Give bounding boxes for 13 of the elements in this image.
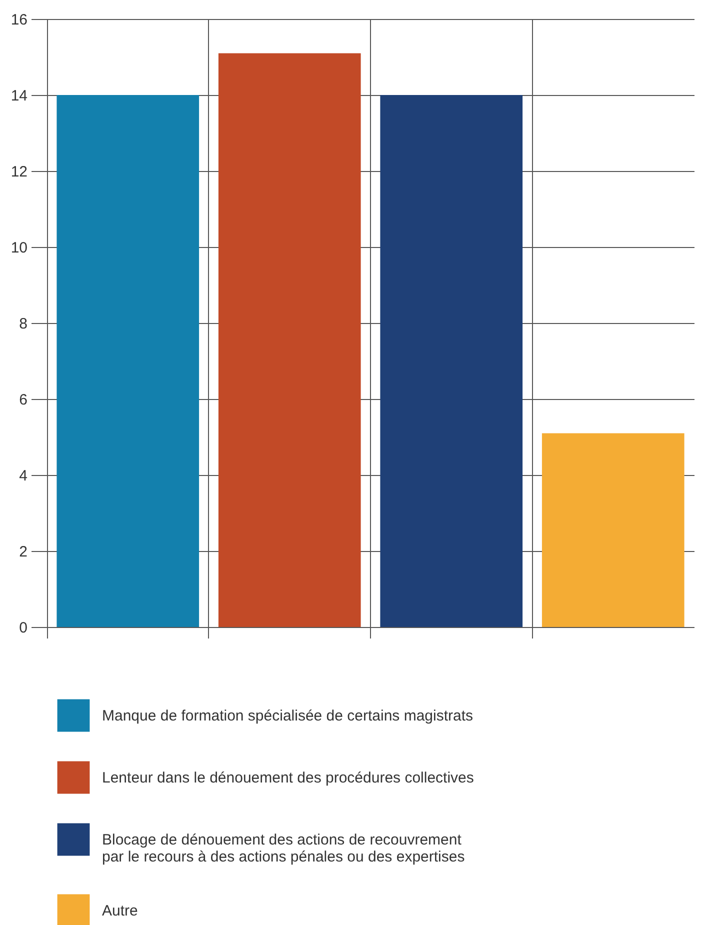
- legend-label: Manque de formation spécialisée de certains magistrats: [102, 708, 474, 724]
- y-tick-label: 6: [19, 392, 28, 408]
- y-tick-label: 14: [10, 88, 28, 104]
- y-tick-label: 8: [19, 316, 28, 332]
- legend-label: Blocage de dénouement des actions de recouvrement par le recours à des actions pénales ou des expertises: [102, 832, 465, 866]
- y-tick-label: 10: [10, 240, 28, 256]
- y-tick-label: 12: [10, 164, 28, 180]
- legend-label: Lenteur dans le dénouement des procédures collectives: [102, 770, 474, 786]
- y-tick-label: 4: [19, 468, 28, 484]
- y-tick-label: 16: [10, 12, 28, 28]
- y-tick-label: 0: [19, 620, 28, 636]
- y-tick-label: 2: [19, 544, 28, 560]
- legend-label: Autre: [102, 902, 138, 920]
